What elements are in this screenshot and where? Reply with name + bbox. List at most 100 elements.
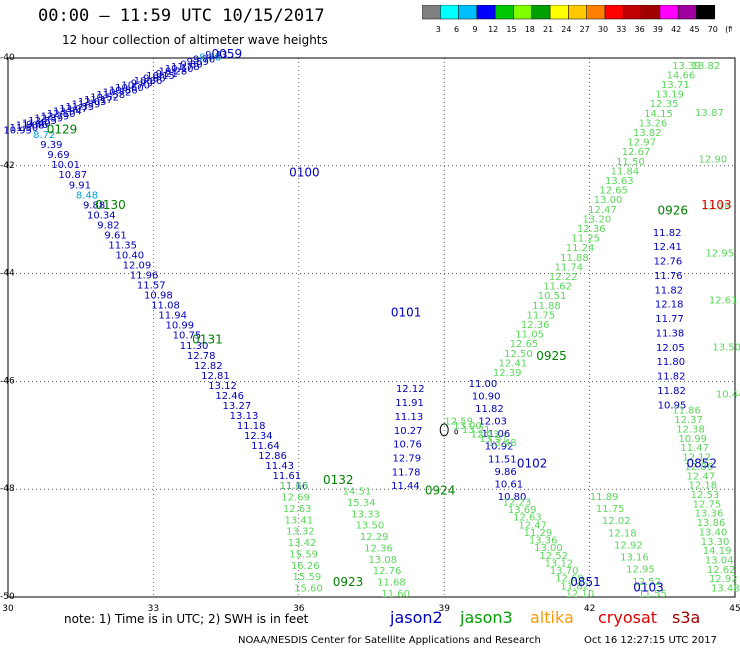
colorbar-label: 3 xyxy=(436,25,441,34)
wave-height-value: 11.35 xyxy=(65,102,94,113)
wave-height-value: 10.28 xyxy=(159,67,188,78)
wave-height-value: 13.00 xyxy=(534,543,563,554)
lat-tick-label: -42 xyxy=(0,161,15,171)
wave-height-value: 12.29 xyxy=(360,532,389,543)
wave-height-value: 11.88 xyxy=(560,253,589,264)
track-time-label: 0129 xyxy=(47,122,78,136)
wave-height-value: 12.03 xyxy=(478,417,507,428)
note-text: note: 1) Time is in UTC; 2) SWH is in fe… xyxy=(64,612,309,626)
wave-height-value: 11.50 xyxy=(10,123,39,134)
wave-height-value: 12.67 xyxy=(622,147,651,158)
wave-height-value: 12.12 xyxy=(396,384,425,395)
wave-height-value: 12.09 xyxy=(123,261,152,272)
wave-height-value: 13.21 xyxy=(462,425,491,436)
wave-height-value: 12.79 xyxy=(41,111,70,122)
colorbar-label: 33 xyxy=(616,25,626,34)
wave-height-value: 13.13 xyxy=(230,411,259,422)
wave-height-value: 12.18 xyxy=(608,528,637,539)
wave-height-value: 12.47 xyxy=(588,205,617,216)
wave-height-value: 11.35 xyxy=(108,240,137,251)
wave-height-value: 11.89 xyxy=(590,492,619,503)
footer-timestamp: Oct 16 12:27:15 UTC 2017 xyxy=(584,635,717,646)
wave-height-value: 12.92 xyxy=(614,540,643,551)
wave-height-value: 11.00 xyxy=(469,379,498,390)
wave-height-value: 11.91 xyxy=(395,398,424,409)
lon-tick-label: 33 xyxy=(148,604,159,614)
colorbar-swatch xyxy=(696,5,716,20)
lon-tick-label: 42 xyxy=(584,604,595,614)
wave-height-value: 12.10 xyxy=(566,589,595,600)
wave-height-value: 13.51 xyxy=(479,434,508,445)
legend-cryosat: cryosat xyxy=(598,608,658,627)
wave-height-value: 10.15 xyxy=(146,71,175,82)
wave-height-value: 10.27 xyxy=(394,426,423,437)
wave-height-value: 13.00 xyxy=(453,421,482,432)
wave-height-value: 11.08 xyxy=(151,301,180,312)
wave-height-value: 12.39 xyxy=(493,368,522,379)
wave-height-value: 11.84 xyxy=(611,166,640,177)
wave-height-value: 12.95 xyxy=(705,249,734,260)
track-time-label: 0851 xyxy=(570,575,601,589)
track-time-label: 0132 xyxy=(323,473,354,487)
wave-height-value: 11.78 xyxy=(392,467,421,478)
wave-height-value: 13.48 xyxy=(488,438,517,449)
lon-tick-label: 36 xyxy=(293,604,305,614)
wave-height-value: 12.78 xyxy=(187,351,216,362)
wave-height-value: 11.82 xyxy=(475,404,504,415)
wave-height-value: 13.63 xyxy=(605,176,634,187)
wave-height-value: 13.19 xyxy=(655,90,684,101)
wave-height-value: 12.36 xyxy=(577,224,606,235)
wave-height-value: 8.78 xyxy=(199,52,221,63)
wave-height-value: 12.90 xyxy=(699,155,728,166)
wave-height-value: 12.05 xyxy=(78,97,107,108)
wave-height-value: 13.86 xyxy=(697,518,726,529)
wave-height-value: 13.40 xyxy=(699,527,728,538)
wave-height-value: 13.36 xyxy=(529,536,558,547)
wave-height-value: 12.69 xyxy=(555,574,584,585)
wave-height-value: 9.30 xyxy=(180,59,202,70)
wave-height-value: 12.63 xyxy=(513,513,542,524)
wave-height-value: 11.80 xyxy=(656,357,685,368)
wave-height-value: 12.86 xyxy=(684,462,713,473)
island-outline xyxy=(439,423,449,437)
wave-height-value: 11.60 xyxy=(381,589,410,600)
colorbar-label: 45 xyxy=(689,25,699,34)
colorbar-label: 24 xyxy=(561,25,571,34)
wave-height-value: 10.10 xyxy=(165,64,194,75)
wave-height-value: 9.69 xyxy=(47,150,69,161)
wave-height-value: 10.95 xyxy=(3,125,32,136)
wave-height-value: 13.20 xyxy=(583,214,612,225)
wave-height-value: 10.52 xyxy=(90,92,119,103)
wave-height-value: 15.59 xyxy=(289,549,318,560)
lat-tick-label: -50 xyxy=(0,592,15,602)
wave-height-value: 12.65 xyxy=(599,186,628,197)
wave-height-value: 10.01 xyxy=(51,160,80,171)
track-time-label: 0130 xyxy=(95,198,126,212)
wave-height-value: 11.62 xyxy=(543,282,572,293)
wave-height-value: 11.55 xyxy=(638,589,667,600)
legend-jason2: jason2 xyxy=(390,608,443,627)
wave-height-value: 11.13 xyxy=(395,412,424,423)
wave-height-value: 10.86 xyxy=(109,85,138,96)
wave-height-value: 9.88 xyxy=(83,200,105,211)
wave-height-value: 10.98 xyxy=(144,291,173,302)
wave-height-value: 10.90 xyxy=(472,391,501,402)
wave-height-value: 9.86 xyxy=(494,467,516,478)
wave-height-value: 13.08 xyxy=(368,555,397,566)
wave-height-value: 11.94 xyxy=(158,311,187,322)
wave-height-value: 13.42 xyxy=(288,538,317,549)
lat-tick-label: -44 xyxy=(0,269,15,279)
wave-height-value: 12.65 xyxy=(510,339,539,350)
wave-height-value: 13.69 xyxy=(508,505,537,516)
legend-jason3: jason3 xyxy=(460,608,513,627)
wave-height-value: 11.82 xyxy=(560,581,589,592)
wave-height-value: 11.57 xyxy=(137,281,166,292)
footer-credit: NOAA/NESDIS Center for Satellite Applica… xyxy=(238,635,541,646)
wave-height-value: 11.30 xyxy=(180,341,209,352)
wave-height-value: 11.75 xyxy=(596,504,625,515)
wave-height-value: 11.44 xyxy=(391,481,420,492)
wave-height-value: 10.80 xyxy=(498,492,527,503)
colorbar-label: 15 xyxy=(506,25,516,34)
